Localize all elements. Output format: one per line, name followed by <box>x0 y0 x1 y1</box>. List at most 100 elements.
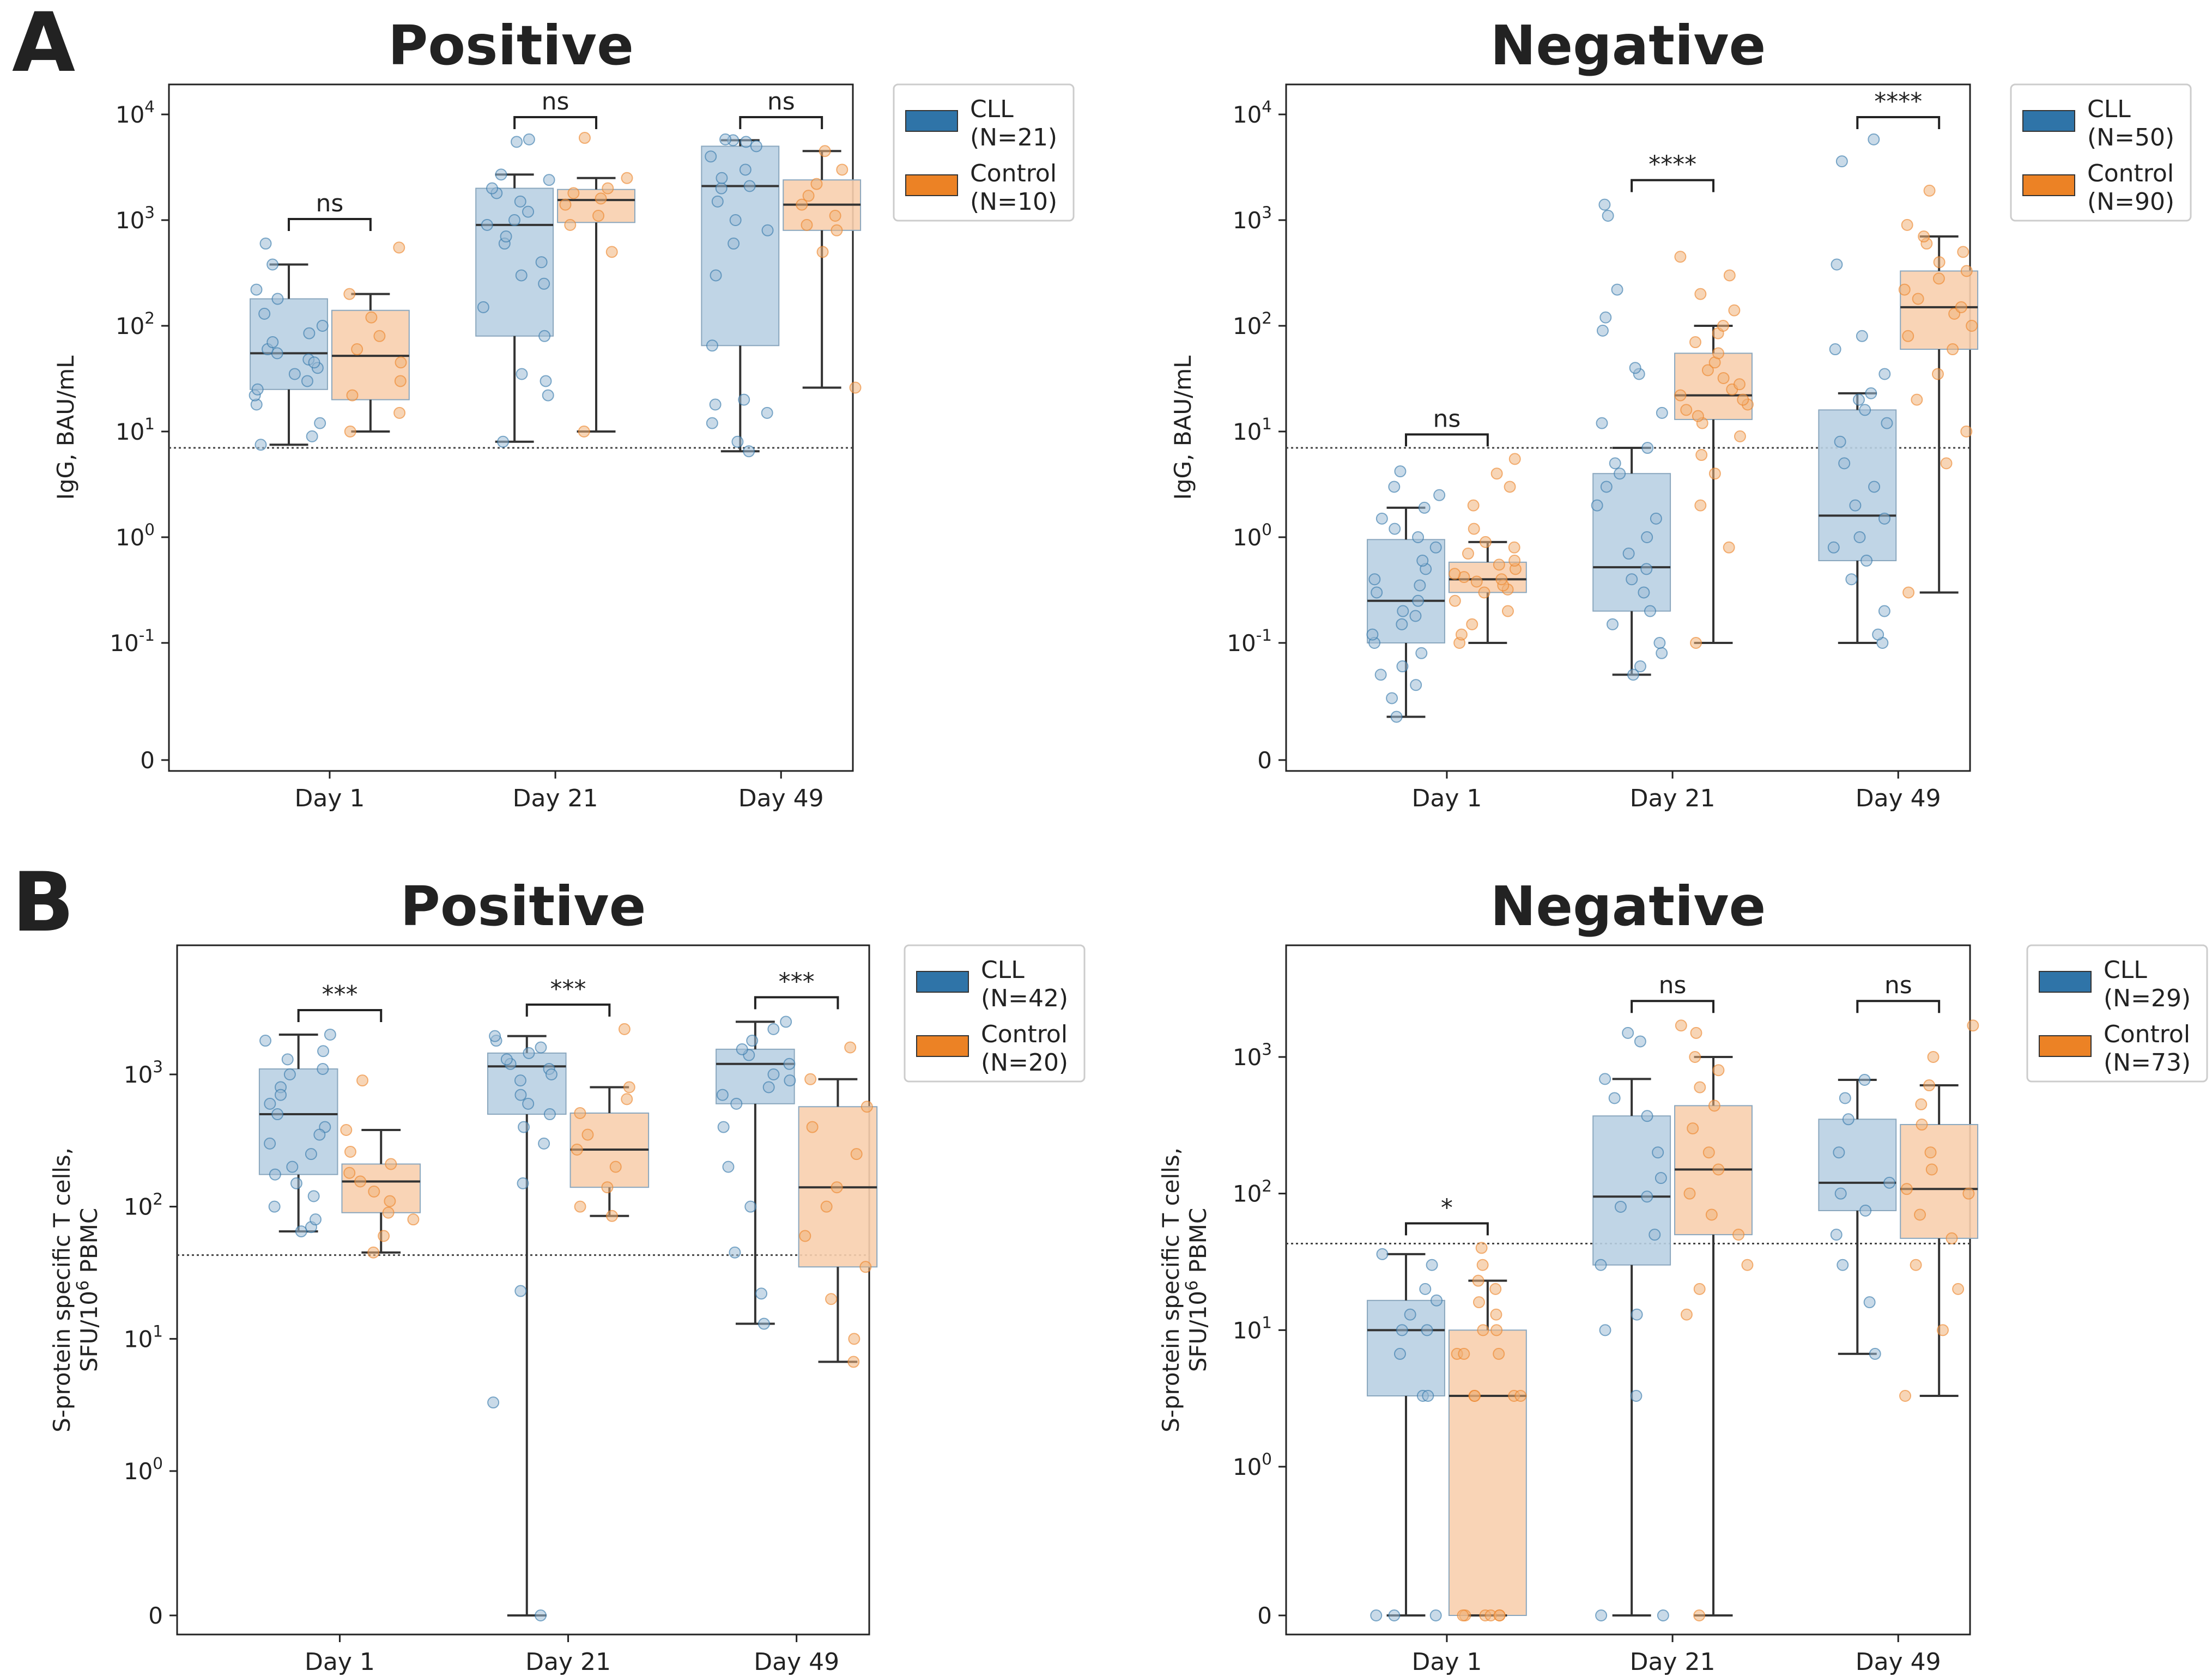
significance-label: ns <box>1884 971 1912 999</box>
data-point <box>1834 1187 1847 1200</box>
data-point <box>508 214 520 226</box>
data-point <box>1475 1242 1488 1254</box>
data-point <box>1912 293 1924 305</box>
data-point <box>784 1074 796 1087</box>
data-point <box>344 1145 356 1158</box>
y-axis-label: IgG, BAU/mL <box>1169 355 1196 500</box>
data-point <box>1600 481 1613 493</box>
data-point <box>1490 1324 1503 1336</box>
data-point <box>1838 457 1851 470</box>
data-point <box>1374 669 1387 681</box>
data-point <box>1504 481 1516 493</box>
data-point <box>1842 1113 1855 1126</box>
legend-label: Control <box>2104 1020 2190 1048</box>
data-point <box>1694 499 1707 512</box>
data-point <box>1732 1229 1745 1241</box>
data-point <box>592 209 605 222</box>
data-point <box>1595 1609 1608 1621</box>
data-point <box>743 180 756 192</box>
significance-bracket <box>1631 179 1715 192</box>
data-point <box>305 1148 317 1160</box>
control-legend-swatch <box>2022 174 2075 196</box>
data-point <box>595 192 607 205</box>
data-point <box>578 426 590 438</box>
data-point <box>802 190 815 202</box>
data-point <box>1723 541 1735 554</box>
panel-letter-b: B <box>12 855 75 950</box>
panel-letter-a: A <box>12 0 76 90</box>
data-point <box>1626 573 1638 586</box>
data-point <box>269 1168 281 1181</box>
data-point <box>500 1053 513 1066</box>
significance-bracket <box>1404 1222 1489 1236</box>
y-tick-label: 103 <box>1233 1040 1272 1071</box>
significance-bracket <box>739 116 823 129</box>
data-point <box>1469 1390 1481 1402</box>
data-point <box>716 172 728 184</box>
data-point <box>1865 387 1877 399</box>
data-point <box>621 1093 633 1105</box>
data-point <box>1831 258 1843 271</box>
data-point <box>1410 679 1422 691</box>
data-point <box>609 1160 622 1173</box>
significance-label: ns <box>542 88 569 116</box>
control-legend-swatch <box>905 174 958 196</box>
data-point <box>1737 393 1749 406</box>
legend-count: (N=73) <box>2104 1049 2191 1077</box>
significance-label: *** <box>322 981 357 1008</box>
data-point <box>271 1108 284 1121</box>
cll-box <box>701 145 780 347</box>
legend: CLL(N=21) Control(N=10) <box>893 83 1075 222</box>
data-point <box>750 140 762 153</box>
data-point <box>511 136 523 148</box>
data-point <box>849 381 862 394</box>
data-point <box>1596 417 1608 429</box>
data-point <box>1656 647 1668 659</box>
legend-count: (N=50) <box>2087 124 2174 151</box>
data-point <box>816 246 829 258</box>
data-point <box>344 426 356 438</box>
data-point <box>316 320 329 332</box>
chart-b-positive: Positive S-protein specific T cells,SFU/1… <box>49 874 1086 1676</box>
data-point <box>1386 692 1398 704</box>
data-point <box>1911 393 1923 406</box>
y-tick-label: 102 <box>124 1190 163 1220</box>
data-point <box>1449 594 1461 607</box>
data-point <box>258 307 271 320</box>
data-point <box>1375 512 1388 525</box>
data-point <box>1927 1051 1940 1063</box>
y-tick-label: 101 <box>116 415 155 445</box>
data-point <box>1641 531 1653 543</box>
data-point <box>850 1148 863 1160</box>
data-point <box>1490 1308 1502 1321</box>
x-tick-label: Day 49 <box>1856 1648 1941 1676</box>
data-point <box>728 238 740 250</box>
control-box <box>1900 1124 1979 1239</box>
data-point <box>1914 1208 1926 1221</box>
data-point <box>743 445 755 458</box>
data-point <box>1414 579 1426 592</box>
y-tick-label: 101 <box>1233 1313 1272 1344</box>
y-tick-label: 102 <box>1233 309 1272 339</box>
data-point <box>848 1333 860 1345</box>
data-point <box>715 182 728 195</box>
data-point <box>1689 336 1701 349</box>
significance-label: * <box>1441 1194 1453 1222</box>
x-tick-label: Day 21 <box>513 785 598 812</box>
significance-label: **** <box>1874 88 1922 116</box>
data-point <box>1693 1609 1706 1621</box>
data-point <box>317 1045 330 1058</box>
data-point <box>1609 457 1621 470</box>
chart-a-negative: Negative IgG, BAU/mL 0 10-1 100 101 102 103 104 D… <box>1169 14 2192 812</box>
data-point <box>500 230 512 243</box>
legend-label: CLL <box>2087 95 2131 123</box>
data-point <box>1598 198 1611 211</box>
data-point <box>1830 1229 1843 1241</box>
y-tick-label: 10-1 <box>110 626 155 657</box>
data-point <box>538 1137 550 1150</box>
data-point <box>522 1097 535 1110</box>
data-point <box>1902 586 1915 599</box>
data-point <box>574 1107 586 1119</box>
data-point <box>1611 283 1623 296</box>
significance-label: ns <box>1433 405 1461 433</box>
